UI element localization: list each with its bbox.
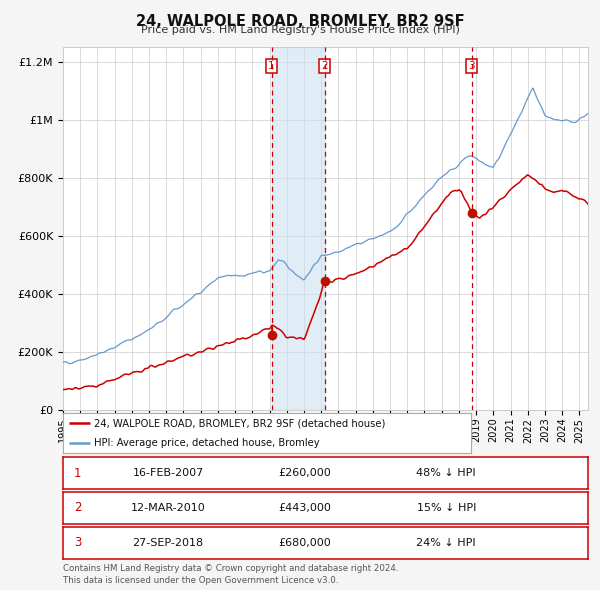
Text: 2: 2 bbox=[74, 502, 82, 514]
Text: 2: 2 bbox=[322, 61, 328, 71]
Text: 24, WALPOLE ROAD, BROMLEY, BR2 9SF (detached house): 24, WALPOLE ROAD, BROMLEY, BR2 9SF (deta… bbox=[94, 418, 385, 428]
Text: £443,000: £443,000 bbox=[278, 503, 331, 513]
Text: 15% ↓ HPI: 15% ↓ HPI bbox=[416, 503, 476, 513]
Text: Contains HM Land Registry data © Crown copyright and database right 2024.
This d: Contains HM Land Registry data © Crown c… bbox=[63, 565, 398, 585]
Text: 24, WALPOLE ROAD, BROMLEY, BR2 9SF: 24, WALPOLE ROAD, BROMLEY, BR2 9SF bbox=[136, 14, 464, 28]
Text: 1: 1 bbox=[268, 61, 275, 71]
Text: 24% ↓ HPI: 24% ↓ HPI bbox=[416, 538, 476, 548]
Text: 12-MAR-2010: 12-MAR-2010 bbox=[131, 503, 205, 513]
Bar bbox=[272, 47, 325, 410]
Text: £260,000: £260,000 bbox=[278, 468, 331, 478]
Text: 27-SEP-2018: 27-SEP-2018 bbox=[133, 538, 203, 548]
Text: 16-FEB-2007: 16-FEB-2007 bbox=[133, 468, 203, 478]
Text: 3: 3 bbox=[74, 536, 82, 549]
Text: Price paid vs. HM Land Registry's House Price Index (HPI): Price paid vs. HM Land Registry's House … bbox=[140, 25, 460, 35]
Text: HPI: Average price, detached house, Bromley: HPI: Average price, detached house, Brom… bbox=[94, 438, 319, 448]
Text: 3: 3 bbox=[469, 61, 475, 71]
Text: 48% ↓ HPI: 48% ↓ HPI bbox=[416, 468, 476, 478]
Text: £680,000: £680,000 bbox=[278, 538, 331, 548]
Text: 1: 1 bbox=[74, 467, 82, 480]
